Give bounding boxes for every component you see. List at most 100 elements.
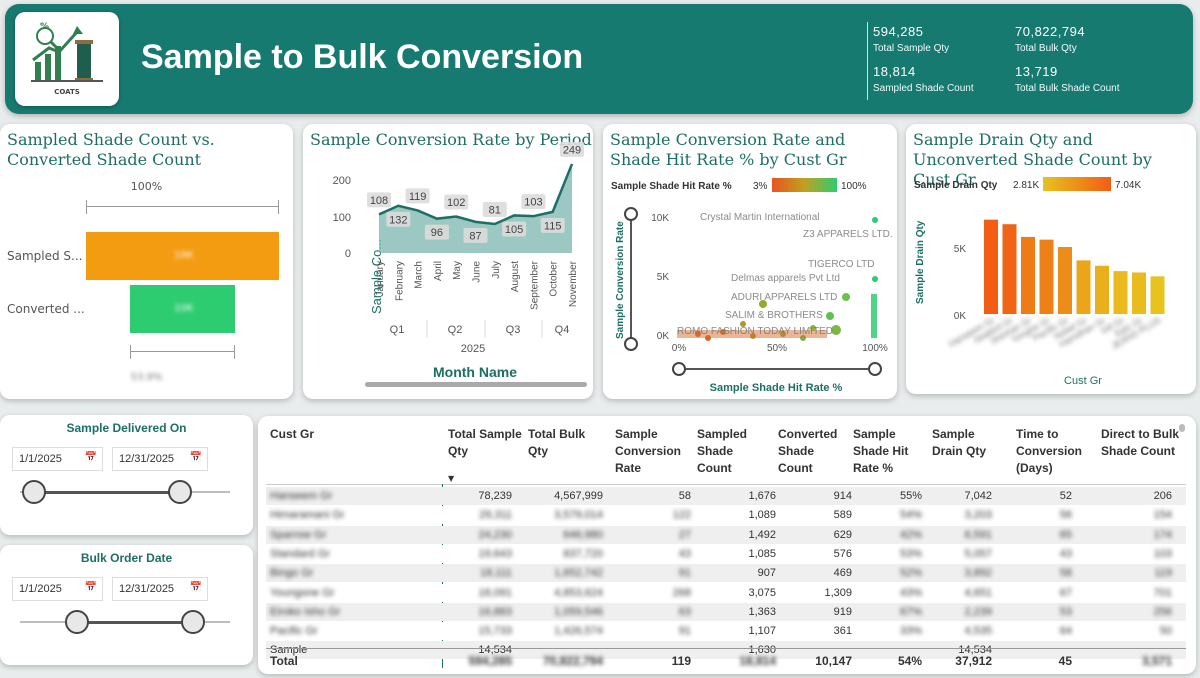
table-cell: 576 [833,547,852,560]
scatter-chart-card[interactable]: Sample Conversion Rate and Shade Hit Rat… [603,124,897,399]
scatter-v-slider-thumb[interactable] [624,337,638,351]
scatter-h-slider-thumb[interactable] [868,362,882,376]
data-label: 249 [563,144,581,156]
period-chart[interactable]: Sample Co... 200 100 0 108 January 132 Febr… [303,124,593,399]
table-row[interactable]: Himaramani Gr 29,311 3,579,014 122 1,089 589 5… [266,506,1186,525]
scatter-h-slider-thumb[interactable] [672,362,686,376]
kpi-value: 13,719 [1015,64,1058,79]
period-scrollbar[interactable] [365,382,587,387]
slider-thumb-start[interactable] [65,610,89,634]
column-header-total-bulk-qty[interactable]: Total Bulk Qty [528,427,586,458]
table-cell: 56 [1059,509,1072,522]
scatter-point[interactable] [872,217,878,223]
column-header-sampled-shade-count[interactable]: Sampled Shade Count [697,427,748,475]
calendar-icon[interactable]: 📅 [189,582,202,593]
date-to-value: 12/31/2025 [119,453,175,465]
table-row[interactable]: Sparrow Gr 24,230 646,980 27 1,492 629 42% 6,59… [266,525,1186,544]
period-line[interactable] [378,163,574,226]
date-to-input[interactable]: 12/31/2025 📅 [112,447,208,471]
table-cell: 15,733 [478,625,512,638]
table-row[interactable]: Hanseem Gr 78,239 4,567,999 58 1,676 914 55% 7,… [266,487,1186,505]
data-label-box [424,224,449,240]
table-cell: 54% [899,509,922,522]
slider-thumb-end[interactable] [168,480,192,504]
scatter-xlabel: Sample Shade Hit Rate % [710,382,843,394]
drain-bar[interactable] [984,219,998,314]
table-cell: 2,239 [964,605,992,618]
date-from-value: 1/1/2025 [19,583,62,595]
table-cell: 1,059,546 [554,605,603,618]
slider-thumb-start[interactable] [22,480,46,504]
year-label: 2025 [461,343,485,355]
scatter-point[interactable] [740,321,746,327]
row-cust-gr: Sparrow Gr [270,528,327,541]
column-header-direct-to-bulk[interactable]: Direct to Bulk Shade Count [1101,427,1180,458]
funnel-card[interactable]: Sampled Shade Count vs. Converted Shade … [0,124,293,399]
slider-thumb-end[interactable] [181,610,205,634]
data-label-box [560,141,584,157]
table-cell: 43 [678,547,691,560]
table-row[interactable]: Eiroko Isho Gr 16,883 1,059,546 63 1,363 919 6… [266,602,1186,621]
drain-bar[interactable] [1021,236,1035,314]
funnel-bar-sampled[interactable] [86,232,279,280]
scatter-point[interactable] [842,293,850,301]
table-cell: 67 [1059,586,1072,599]
data-label: 87 [469,230,481,242]
drain-bar[interactable] [1132,272,1146,314]
column-header-converted-shade-count[interactable]: Converted Shade Count [778,427,838,475]
slicer-bulk-order-date[interactable]: Bulk Order Date 1/1/2025 📅 12/31/2025 📅 [0,545,253,665]
date-to-input[interactable]: 12/31/2025 📅 [112,577,208,601]
sort-desc-icon[interactable]: ▼ [448,474,455,483]
scatter-chart[interactable]: Sample Shade Hit Rate % 3% 100% Sample C… [603,124,897,399]
column-header-cust-gr[interactable]: Cust Gr [270,427,315,441]
drain-bar[interactable] [1113,271,1128,314]
drain-bar[interactable] [1076,260,1091,314]
drain-bar[interactable] [1095,265,1109,314]
scatter-point[interactable] [826,312,834,320]
data-table[interactable]: Cust Gr Total Sample Qty ▼ Total Bulk Qt… [258,416,1196,674]
table-cell: 589 [833,509,852,522]
table-cell: 919 [833,605,852,618]
date-from-input[interactable]: 1/1/2025 📅 [12,577,103,601]
funnel-bar-converted[interactable] [130,285,235,333]
table-scrollbar[interactable] [1179,424,1185,432]
data-label-box [386,211,411,227]
slicer-sample-delivered[interactable]: Sample Delivered On 1/1/2025 📅 12/31/2025… [0,415,253,535]
column-header-total-sample-qty[interactable]: Total Sample Qty [448,427,522,458]
column-header-sample-drain-qty[interactable]: Sample Drain Qty [932,427,987,458]
column-header-time-to-conversion[interactable]: Time to Conversion (Days) [1016,427,1083,475]
x-tick-label: May [452,261,463,280]
scatter-v-slider-thumb[interactable] [624,207,638,221]
table-row[interactable]: Sample 14,534 1,630 14,534 [266,641,1186,660]
drain-bar[interactable] [1039,239,1054,314]
table-row[interactable]: Bingo Gr 18,111 1,652,742 91 907 469 52% 3,892 5… [266,564,1186,583]
column-header-shade-hit-rate[interactable]: Sample Shade Hit Rate % [853,427,909,475]
x-tick: 50% [767,343,787,354]
column-header-sample-conversion-rate[interactable]: Sample Conversion Rate [615,427,682,475]
table-cell: 119 [1154,567,1172,580]
drain-chart-card[interactable]: Sample Drain Qty and Unconverted Shade C… [906,124,1196,394]
logo: % COATS [15,12,119,106]
drain-chart[interactable]: Sample Drain Qty 2.81K 7.04K Sample Drai… [906,124,1196,394]
calendar-icon[interactable]: 📅 [84,582,97,593]
table-cell: 1,363 [748,605,776,618]
x-tick: 100% [862,343,888,354]
table-row[interactable]: Standard Gr 19,643 837,720 43 1,085 576 53% 5,0… [266,544,1186,563]
quarter-label: Q3 [506,324,521,336]
period-chart-card[interactable]: Sample Conversion Rate by Period Sample … [303,124,593,399]
calendar-icon[interactable]: 📅 [189,452,202,463]
table-row[interactable]: Pacific Gr 15,733 1,426,574 91 1,107 361 33% 4,… [266,622,1186,641]
scatter-point[interactable] [831,325,841,335]
scatter-legend-label: Sample Shade Hit Rate % [611,181,732,192]
drain-bar[interactable] [1002,224,1017,314]
date-from-input[interactable]: 1/1/2025 📅 [12,447,103,471]
scatter-point[interactable] [810,325,816,331]
scatter-point[interactable] [759,300,767,308]
table-row[interactable]: Youngone Gr 18,091 4,853,624 268 3,075 1,309 4… [266,583,1186,602]
page-title: Sample to Bulk Conversion [141,38,584,76]
calendar-icon[interactable]: 📅 [84,452,97,463]
drain-bar[interactable] [1058,247,1072,314]
scatter-point[interactable] [872,276,878,282]
drain-bar[interactable] [1150,276,1165,314]
total-cell: 10,147 [815,654,852,668]
